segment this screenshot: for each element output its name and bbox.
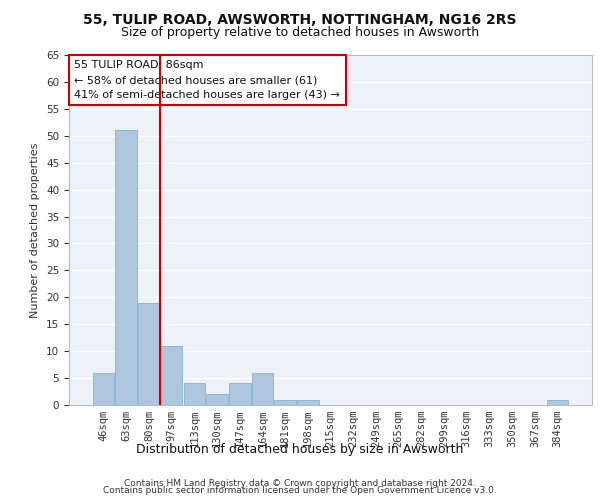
Bar <box>229 384 251 405</box>
Bar <box>138 302 160 405</box>
Bar <box>297 400 319 405</box>
Bar <box>161 346 182 405</box>
Bar <box>93 372 115 405</box>
Bar <box>184 384 205 405</box>
Bar <box>274 400 296 405</box>
Text: 55 TULIP ROAD: 86sqm
← 58% of detached houses are smaller (61)
41% of semi-detac: 55 TULIP ROAD: 86sqm ← 58% of detached h… <box>74 60 340 100</box>
Text: Distribution of detached houses by size in Awsworth: Distribution of detached houses by size … <box>136 442 464 456</box>
Text: Size of property relative to detached houses in Awsworth: Size of property relative to detached ho… <box>121 26 479 39</box>
Text: Contains HM Land Registry data © Crown copyright and database right 2024.: Contains HM Land Registry data © Crown c… <box>124 478 476 488</box>
Bar <box>252 372 273 405</box>
Text: Contains public sector information licensed under the Open Government Licence v3: Contains public sector information licen… <box>103 486 497 495</box>
Bar <box>115 130 137 405</box>
Bar <box>547 400 568 405</box>
Y-axis label: Number of detached properties: Number of detached properties <box>31 142 40 318</box>
Text: 55, TULIP ROAD, AWSWORTH, NOTTINGHAM, NG16 2RS: 55, TULIP ROAD, AWSWORTH, NOTTINGHAM, NG… <box>83 12 517 26</box>
Bar <box>206 394 228 405</box>
